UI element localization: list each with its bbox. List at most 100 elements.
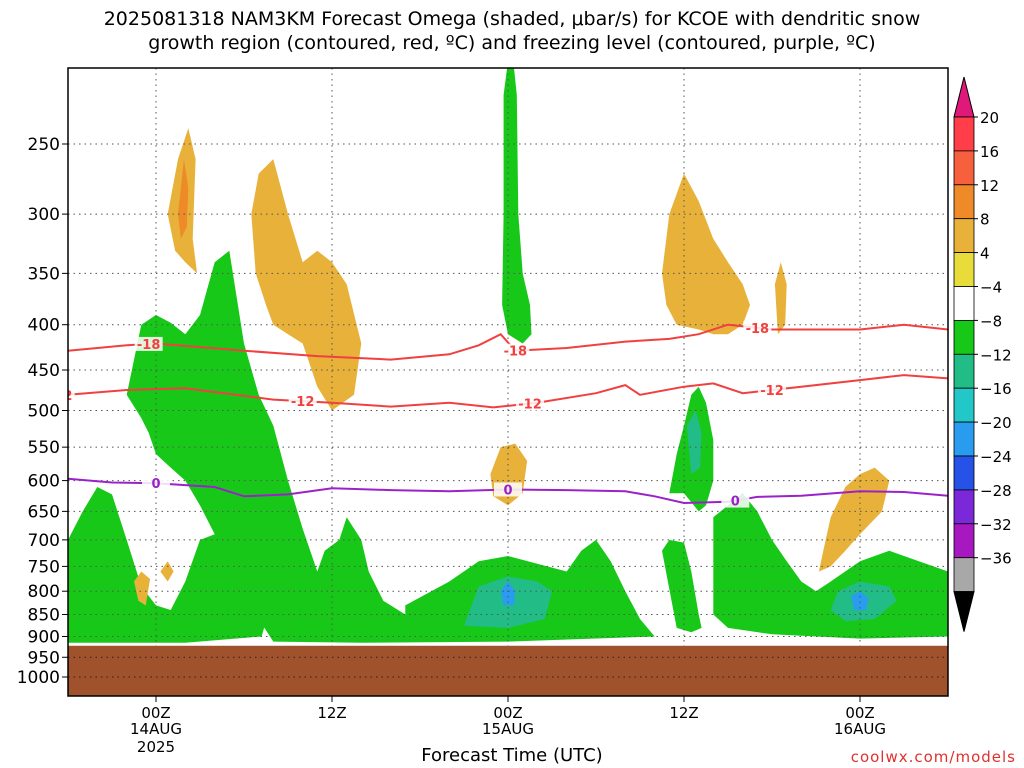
ytick-label-950: 950: [28, 648, 60, 668]
ytick-label-650: 650: [28, 502, 60, 522]
chart-title-line1: 2025081318 NAM3KM Forecast Omega (shaded…: [103, 8, 921, 30]
x-axis-title: Forecast Time (UTC): [421, 745, 603, 766]
xtick-label-0: 00Z: [141, 704, 170, 722]
colorbar-label-5: −4: [980, 279, 1002, 297]
colorbar-bin-12: [953, 523, 975, 559]
contour-label-2-1: 0: [503, 483, 512, 498]
colorbar-label-10: −24: [980, 448, 1012, 466]
contour-label-2-0: 0: [151, 477, 160, 492]
colorbar-label-7: −12: [980, 346, 1012, 364]
ytick-label-300: 300: [28, 205, 60, 225]
xtick-label-4: 00Z: [845, 704, 874, 722]
credit-text: coolwx.com/models: [850, 748, 1016, 766]
contour-label-bg-1-2: [516, 396, 544, 411]
colorbar-bin-10: [953, 455, 975, 491]
contour-label-2-2: 0: [731, 495, 740, 510]
omega-region-18: [134, 571, 151, 606]
xtick-label-2: 00Z: [493, 704, 522, 722]
omega-region-15: [662, 173, 750, 335]
omega-region-0: [68, 487, 274, 643]
omega-region-9: [686, 410, 702, 475]
contour-label-bg-2-0: [142, 476, 170, 491]
colorbar-bin-9: [953, 421, 975, 457]
omega-region-13: [178, 159, 189, 239]
ytick-label-900: 900: [28, 627, 60, 647]
colorbar-label-3: 8: [980, 211, 990, 229]
colorbar-bin-7: [953, 353, 975, 389]
ground-fill: [68, 645, 948, 696]
contours: -18 -18 -18 -12 -12 -12 -12 0 0 0: [49, 320, 948, 510]
contour-line-1: [68, 374, 948, 409]
contour-label-1-0: -12: [49, 389, 73, 404]
colorbar-bin-8: [953, 387, 975, 423]
colorbar-label-4: 4: [980, 245, 990, 263]
contour-label-0-2: -18: [746, 322, 770, 337]
contour-label-bg-0-2: [743, 320, 772, 335]
xtick-date-0: 14AUG: [130, 720, 182, 738]
omega-region-14: [251, 159, 362, 411]
colorbar-label-2: 12: [980, 177, 999, 195]
xtick-year-0: 2025: [136, 738, 176, 756]
xtick-date-4: 16AUG: [834, 720, 886, 738]
colorbar-bottom-arrow: [953, 591, 975, 632]
colorbar-label-13: −36: [980, 550, 1012, 568]
ytick-label-500: 500: [28, 402, 60, 422]
xtick-date-2: 15AUG: [482, 720, 534, 738]
colorbar-bin-6: [953, 319, 975, 355]
contour-label-bg-1-1: [288, 394, 317, 409]
omega-region-5: [662, 539, 702, 633]
ytick-label-350: 350: [28, 264, 60, 284]
colorbar-label-6: −8: [980, 312, 1002, 330]
colorbar-bin-13: [953, 557, 975, 593]
contour-label-bg-0-1: [501, 343, 530, 358]
colorbar-label-1: 16: [980, 143, 999, 161]
colorbar-label-9: −20: [980, 414, 1012, 432]
colorbar-bin-0: [953, 116, 975, 152]
colorbar-bin-11: [953, 489, 975, 525]
y-axis: 2503003504004505005506006507007508008509…: [17, 135, 68, 688]
contour-label-1-2: -12: [518, 398, 542, 413]
contour-label-bg-1-0: [68, 387, 75, 402]
colorbar-bin-4: [953, 252, 975, 287]
contour-label-0-0: -18: [137, 338, 161, 353]
ytick-label-1000: 1000: [17, 668, 60, 688]
colorbar-label-0: 20: [980, 109, 999, 127]
contour-label-1-1: -12: [291, 395, 315, 410]
colorbar-label-11: −28: [980, 482, 1012, 500]
colorbar-bin-2: [953, 184, 975, 220]
contour-label-bg-2-1: [494, 482, 522, 497]
colorbar-bin-1: [953, 150, 975, 186]
chart-title-line2: growth region (contoured, red, ºC) and f…: [148, 32, 876, 54]
ytick-label-700: 700: [28, 531, 60, 551]
contour-label-bg-2-2: [721, 493, 750, 508]
omega-region-1: [126, 250, 655, 643]
omega-region-17: [818, 467, 890, 572]
ytick-label-800: 800: [28, 582, 60, 602]
contour-label-0-1: -18: [504, 345, 528, 360]
contour-label-bg-1-3: [758, 382, 786, 397]
ytick-label-250: 250: [28, 135, 60, 155]
ytick-label-400: 400: [28, 316, 60, 336]
xtick-label-1: 12Z: [317, 704, 346, 722]
contour-label-bg-0-0: [134, 336, 163, 351]
gridlines: [68, 68, 948, 696]
omega-region-20: [774, 262, 787, 335]
xtick-label-3: 12Z: [669, 704, 698, 722]
contour-label-1-3: -12: [760, 384, 784, 399]
colorbar-top-arrow: [953, 76, 975, 118]
colorbar-bin-3: [953, 218, 975, 253]
colorbar: 20 16 12 8 4 −4 −8 −12 −16 −20 −24 −28 −32 −36: [953, 76, 1012, 632]
x-axis: 00Z 12Z 00Z 12Z 00Z: [141, 696, 875, 722]
ytick-label-850: 850: [28, 606, 60, 626]
ytick-label-600: 600: [28, 472, 60, 492]
omega-region-19: [160, 561, 174, 582]
ytick-label-550: 550: [28, 438, 60, 458]
colorbar-bin-5: [953, 286, 975, 321]
contour-line-2: [68, 477, 948, 505]
ytick-label-750: 750: [28, 557, 60, 577]
ground-below-surface: [68, 645, 948, 696]
omega-region-11: [851, 591, 869, 610]
colorbar-label-12: −32: [980, 516, 1012, 534]
